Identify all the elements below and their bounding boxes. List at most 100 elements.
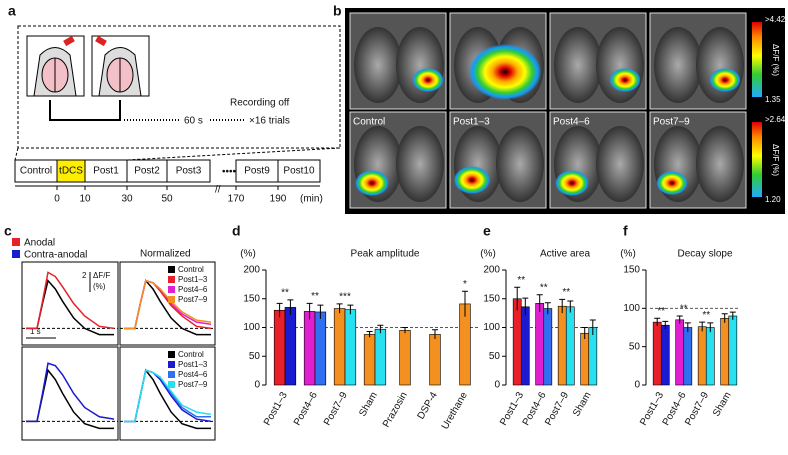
- image-label: Control: [353, 117, 385, 128]
- electrode: [95, 35, 107, 47]
- colorbar-min: 1.35: [765, 95, 781, 104]
- trace: [124, 279, 212, 330]
- colorbar: [752, 122, 762, 197]
- y-tick-label: 0: [254, 380, 260, 391]
- activation: [453, 166, 491, 194]
- timeline-label: Control: [20, 166, 52, 177]
- error-bar: [317, 304, 324, 319]
- legend-label: Contra-anodal: [24, 250, 87, 261]
- error-bar: [654, 317, 661, 326]
- recording-bracket: [49, 100, 121, 121]
- legend-label: Control: [178, 265, 204, 274]
- scale-unit: ΔF/F: [93, 271, 110, 280]
- error-bar: [589, 319, 596, 335]
- trials: ×16 trials: [249, 116, 290, 127]
- bar: [314, 311, 327, 386]
- image-label: Post7–9: [653, 117, 690, 128]
- timeline-box: [277, 159, 321, 183]
- bar: [429, 334, 441, 386]
- panel-label: a: [8, 3, 16, 19]
- panel-a: Recording off 60 s ×16 trials Control tDC…: [14, 25, 341, 205]
- activation: [709, 68, 741, 92]
- interval: 60 s: [184, 116, 203, 127]
- error-bar: [432, 329, 438, 339]
- y-tick-label: 50: [249, 351, 261, 362]
- bar: [675, 319, 685, 386]
- time-unit: (min): [300, 194, 323, 205]
- y-tick-label: 100: [243, 322, 260, 333]
- bar: [697, 326, 707, 386]
- error-bar: [662, 320, 669, 330]
- recording-off: Recording off: [230, 98, 290, 109]
- axis-break: //: [215, 185, 221, 196]
- bar: [363, 334, 376, 386]
- error-bar: [699, 321, 706, 332]
- y-tick-label: 150: [623, 265, 640, 276]
- x-tick-label: Sham: [711, 390, 734, 418]
- legend-swatch: [168, 371, 175, 378]
- y-tick-label: 0: [634, 380, 640, 391]
- legend-swatch: [168, 266, 175, 273]
- y-tick-label: 150: [243, 293, 260, 304]
- x-tick-label: Sham: [571, 390, 594, 418]
- plot-frame: [21, 261, 119, 346]
- activation: [656, 171, 688, 195]
- hemisphere: [354, 27, 402, 103]
- legend-label: Post4–6: [178, 370, 208, 379]
- error-bar: [729, 311, 736, 320]
- timeline: Control tDCS Post1 Post2 Post3 Post9 Post10 0 10…: [14, 159, 321, 205]
- bar: [580, 332, 590, 386]
- activation: [412, 68, 444, 92]
- bar: [344, 309, 357, 386]
- y-axis-label: (%): [240, 249, 256, 260]
- timeline-label: Post10: [283, 166, 315, 177]
- bar: [565, 306, 575, 386]
- colorbar-unit: ΔF/F (%): [771, 44, 780, 76]
- hemisphere: [496, 126, 544, 202]
- bar: [660, 324, 670, 386]
- x-tick-label: Urethane: [440, 390, 470, 432]
- panel-label: b: [333, 3, 342, 19]
- colorbar-min: 1.20: [765, 195, 781, 204]
- time-label: 170: [228, 194, 245, 205]
- electrode: [63, 35, 75, 47]
- error-bar: [536, 294, 543, 312]
- error-bar: [276, 302, 283, 318]
- timeline-label: Post3: [176, 166, 202, 177]
- time-label: 30: [121, 194, 133, 205]
- colorbar-unit: ΔF/F (%): [771, 144, 780, 176]
- significance: **: [680, 304, 688, 315]
- bar: [652, 321, 662, 386]
- chart-title: Decay slope: [677, 249, 732, 260]
- images: Control Post1–3 Post4–6 Post7–9: [349, 12, 747, 209]
- x-tick-label: Post4–6: [292, 390, 320, 428]
- y-tick-label: 0: [494, 380, 500, 391]
- ellipsis: ••••: [222, 167, 237, 178]
- hemisphere: [596, 126, 644, 202]
- activation: [555, 170, 589, 196]
- error-bar: [347, 304, 354, 315]
- hemisphere: [654, 27, 702, 103]
- time-label: 190: [270, 194, 287, 205]
- bar: [557, 305, 567, 386]
- zoom-line: [14, 147, 19, 161]
- trace: [26, 271, 115, 330]
- hemisphere: [696, 27, 744, 103]
- significance: **: [281, 288, 289, 299]
- scale-y: 2: [82, 271, 87, 280]
- activation: [468, 44, 542, 100]
- bar: [374, 328, 387, 386]
- error-bar: [707, 322, 714, 333]
- significance: **: [540, 282, 548, 293]
- panel-label: f: [623, 223, 628, 239]
- significance: *: [463, 279, 467, 290]
- activation: [609, 68, 641, 92]
- legend-label: Post7–9: [178, 380, 208, 389]
- legend-label: Post4–6: [178, 285, 208, 294]
- chart-title: Peak amplitude: [351, 249, 420, 260]
- bar: [728, 315, 738, 386]
- error-bar: [377, 324, 384, 334]
- activation: [355, 170, 389, 196]
